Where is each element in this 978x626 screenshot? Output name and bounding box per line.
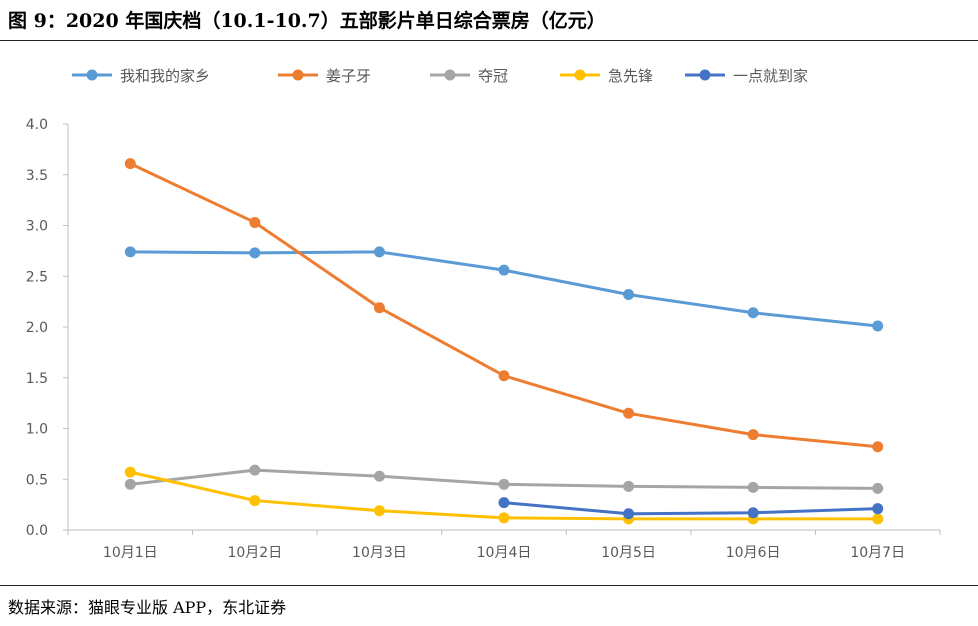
data-point [747, 429, 759, 441]
series-line [128, 162, 880, 449]
data-point [498, 478, 510, 490]
x-tick-label: 10月1日 [103, 545, 158, 561]
data-point [249, 495, 261, 507]
data-point [124, 478, 136, 490]
legend-marker [444, 69, 456, 81]
data-point [623, 407, 635, 419]
legend-item: 夺冠 [430, 67, 508, 85]
y-tick-label: 0.5 [26, 472, 48, 488]
x-tick-label: 10月5日 [601, 545, 656, 561]
y-tick-label: 2.0 [26, 320, 48, 336]
data-point [124, 466, 136, 478]
x-tick-label: 10月4日 [477, 545, 532, 561]
x-tick-label: 10月2日 [227, 545, 282, 561]
data-point [498, 512, 510, 524]
data-point [373, 470, 385, 482]
y-tick-label: 3.5 [26, 168, 48, 184]
data-point [747, 307, 759, 319]
data-point [747, 507, 759, 519]
legend-label: 姜子牙 [326, 67, 371, 85]
x-tick-label: 10月7日 [850, 545, 905, 561]
series-1 [124, 158, 884, 453]
data-point [373, 505, 385, 517]
top-divider [0, 40, 978, 41]
legend-label: 我和我的家乡 [120, 67, 210, 85]
legend-item: 急先锋 [560, 67, 653, 85]
legend-marker [292, 69, 304, 81]
data-point [373, 302, 385, 314]
data-point [249, 464, 261, 476]
data-point [124, 158, 136, 170]
data-point [872, 503, 884, 515]
chart-title: 图 9：2020 年国庆档（10.1-10.7）五部影片单日综合票房（亿元） [8, 10, 606, 32]
data-point [623, 480, 635, 492]
data-point [249, 247, 261, 259]
x-tick-label: 10月6日 [726, 545, 781, 561]
y-tick-label: 0.0 [26, 523, 48, 539]
series-line [502, 501, 880, 516]
bottom-divider [0, 585, 978, 586]
series-3 [124, 466, 884, 525]
legend-marker [574, 69, 586, 81]
legend-label: 一点就到家 [733, 67, 808, 85]
data-point [872, 441, 884, 453]
legend-marker [699, 69, 711, 81]
data-point [872, 482, 884, 494]
series-4 [498, 497, 884, 520]
data-point [872, 513, 884, 525]
data-point [498, 264, 510, 276]
series-group [124, 158, 884, 525]
y-tick-label: 3.0 [26, 219, 48, 235]
legend-marker [86, 69, 98, 81]
legend-label: 夺冠 [478, 67, 508, 85]
series-line [128, 250, 880, 328]
legend: 我和我的家乡 姜子牙 夺冠 急先锋 一点就到家 [72, 67, 808, 85]
data-point [623, 289, 635, 301]
y-tick-label: 1.5 [26, 371, 48, 387]
legend-label: 急先锋 [608, 67, 653, 85]
data-point [124, 246, 136, 258]
series-2 [124, 464, 884, 494]
data-point [872, 320, 884, 332]
series-0 [124, 246, 884, 332]
line-chart: 我和我的家乡 姜子牙 夺冠 急先锋 一点就到家 0.0 0.5 1.0 1.5 2.0 2.5 3.… [26, 67, 941, 561]
y-tick-label: 1.0 [26, 422, 48, 438]
y-tick-label: 2.5 [26, 269, 48, 285]
legend-item: 姜子牙 [278, 67, 371, 85]
data-point [623, 508, 635, 520]
data-point [249, 216, 261, 228]
legend-item: 一点就到家 [685, 67, 808, 85]
data-point [747, 481, 759, 493]
x-tick-label: 10月3日 [352, 545, 407, 561]
axes: 0.0 0.5 1.0 1.5 2.0 2.5 3.0 3.5 4.0 10月1日 10月2日 10月… [26, 117, 941, 561]
source-note: 数据来源：猫眼专业版 APP，东北证券 [8, 598, 287, 617]
data-point [498, 497, 510, 509]
data-point [373, 246, 385, 258]
data-point [498, 370, 510, 382]
legend-item: 我和我的家乡 [72, 67, 210, 85]
y-tick-label: 4.0 [26, 117, 48, 133]
